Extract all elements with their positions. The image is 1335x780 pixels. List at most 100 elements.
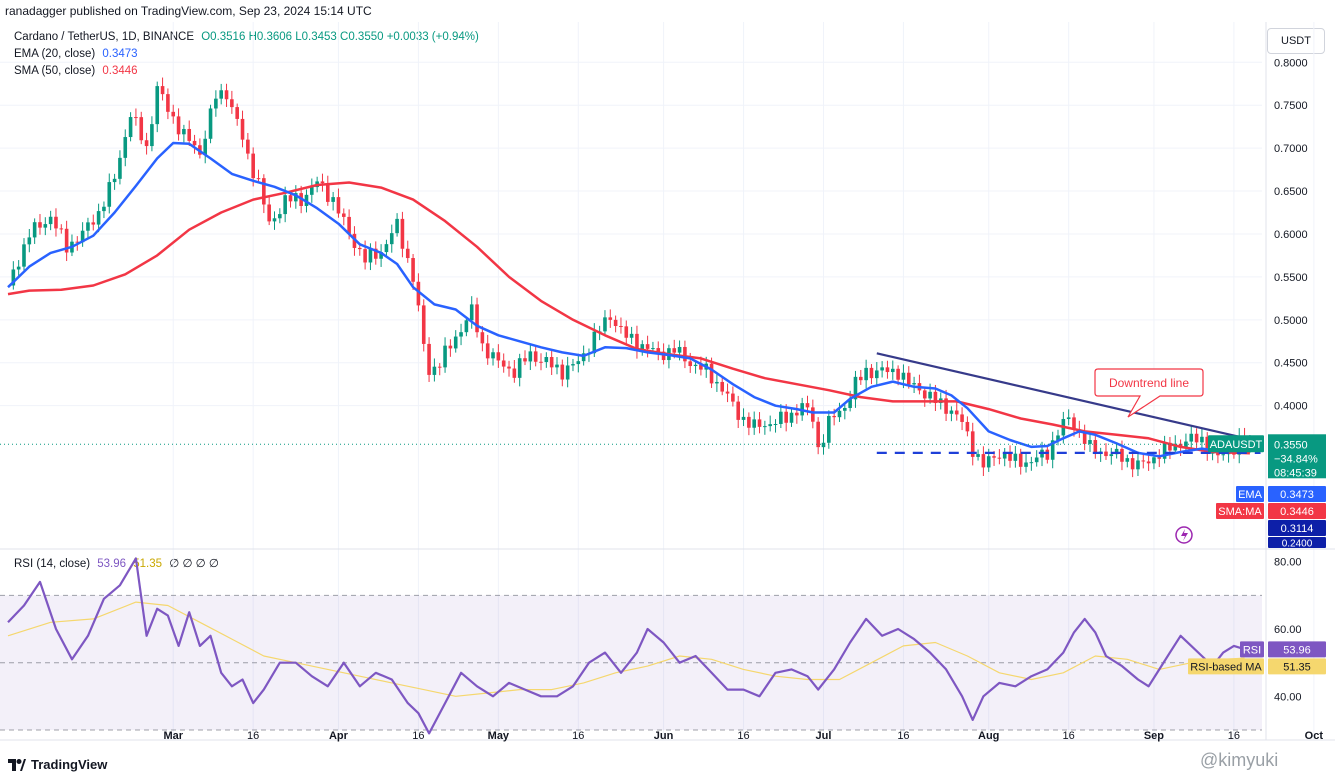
- candle-body: [880, 367, 884, 371]
- candle-body: [827, 415, 831, 443]
- rsi-legend[interactable]: RSI (14, close) 53.96 51.35 ∅ ∅ ∅ ∅: [14, 556, 219, 570]
- candle-body: [1205, 436, 1210, 454]
- candle-body: [203, 138, 208, 155]
- candle-body: [437, 366, 442, 368]
- candle-body: [576, 361, 581, 365]
- rsi-line[interactable]: [7, 557, 1245, 735]
- candle-body: [75, 241, 80, 243]
- sma-legend[interactable]: SMA (50, close) 0.3446: [14, 65, 138, 77]
- time-tick-label: 16: [1228, 730, 1240, 742]
- sma-legend-label: SMA (50, close): [14, 65, 96, 77]
- candle-body: [779, 411, 783, 424]
- candle-body: [384, 244, 389, 253]
- time-tick-label: 16: [737, 730, 749, 742]
- ema-legend[interactable]: EMA (20, close) 0.3473: [14, 48, 138, 60]
- candle-body: [166, 94, 170, 112]
- candle-body: [528, 351, 533, 362]
- candle-body: [491, 352, 495, 359]
- candle-body: [1173, 443, 1178, 451]
- sma-50-line[interactable]: [7, 181, 1250, 455]
- tradingview-logo[interactable]: TradingView: [8, 757, 107, 772]
- candle-body: [480, 332, 485, 344]
- candle-body: [933, 391, 938, 404]
- ema-tag-bg: [1236, 486, 1264, 502]
- price-tick-label: 0.7500: [1274, 100, 1308, 112]
- candle-body: [294, 193, 298, 202]
- candle-body: [592, 331, 597, 354]
- ema-legend-value: 0.3473: [102, 48, 138, 60]
- rsi-legend-extra: ∅ ∅ ∅ ∅: [169, 558, 219, 570]
- price-tick-label: 0.6500: [1274, 186, 1308, 198]
- candle-body: [389, 233, 394, 245]
- candle-body: [22, 244, 26, 267]
- candle-body: [219, 90, 223, 99]
- candle-body: [192, 140, 197, 146]
- candle-body: [539, 361, 543, 363]
- bottom-value-tag-bg: [1268, 537, 1326, 548]
- candle-body: [453, 336, 458, 349]
- candle-body: [661, 351, 666, 361]
- candle-body: [464, 320, 469, 333]
- rsi-ma-line[interactable]: [7, 601, 1245, 697]
- time-tick-label: Apr: [329, 730, 349, 742]
- sma-tag: SMA:MA: [1218, 506, 1262, 518]
- ema-tag: EMA: [1238, 489, 1263, 501]
- ema-20-line[interactable]: [7, 141, 1251, 458]
- candle-body: [773, 423, 778, 425]
- candle-body: [432, 366, 437, 375]
- candle-body: [288, 195, 293, 202]
- candle-body: [1029, 462, 1034, 464]
- ohlc-high: H0.3606: [248, 31, 293, 43]
- candle-body: [134, 117, 138, 119]
- alert-icon[interactable]: [1175, 526, 1193, 544]
- candle-body: [310, 187, 314, 195]
- candle-body: [16, 266, 21, 270]
- candle-body: [565, 365, 570, 380]
- candle-body: [960, 414, 964, 422]
- candle-body: [805, 403, 810, 408]
- candle-body: [1050, 440, 1055, 460]
- currency-button[interactable]: USDT: [1267, 28, 1325, 54]
- candle-body: [357, 247, 362, 250]
- candle-body: [59, 228, 64, 230]
- candle-body: [928, 391, 932, 399]
- price-tick-label: 0.4500: [1274, 358, 1308, 370]
- time-tick-label: Mar: [163, 730, 183, 742]
- candle-body: [885, 367, 890, 373]
- candle-body: [405, 248, 410, 259]
- candle-body: [725, 391, 730, 394]
- candle-body: [230, 99, 234, 108]
- low-value-tag: 0.3114: [1281, 523, 1314, 535]
- sma-legend-value: 0.3446: [102, 65, 138, 77]
- candle-body: [853, 376, 858, 400]
- rsi-ma-legend-value: 51.35: [133, 558, 163, 570]
- candle-body: [171, 111, 176, 117]
- candle-body: [256, 178, 261, 180]
- candle-body: [741, 416, 746, 420]
- time-tick-label: 16: [1063, 730, 1075, 742]
- candle-body: [501, 360, 506, 367]
- rsi-tick-label: 80.00: [1274, 557, 1302, 569]
- candle-body: [869, 367, 874, 379]
- last-price-value: 0.3550: [1274, 439, 1308, 451]
- ohlc-change: +0.0033 (+0.94%): [386, 31, 479, 43]
- ema-value-tag-bg: [1268, 486, 1326, 502]
- candle-body: [443, 345, 447, 368]
- ohlc-close: C0.3550: [340, 31, 384, 43]
- candle-body: [1114, 448, 1119, 455]
- time-tick-label: Aug: [978, 730, 999, 742]
- candle-body: [187, 128, 192, 141]
- candle-body: [347, 216, 351, 234]
- candle-body: [208, 108, 213, 139]
- candle-body: [91, 222, 96, 225]
- candle-body: [128, 117, 133, 138]
- candle-body: [645, 344, 650, 349]
- candle-body: [326, 183, 330, 202]
- time-tick-label: 16: [412, 730, 424, 742]
- candle-body: [981, 454, 986, 468]
- candle-body: [278, 214, 282, 219]
- downtrend-line[interactable]: [876, 352, 1261, 443]
- candle-body: [272, 218, 277, 222]
- candle-body: [555, 364, 559, 368]
